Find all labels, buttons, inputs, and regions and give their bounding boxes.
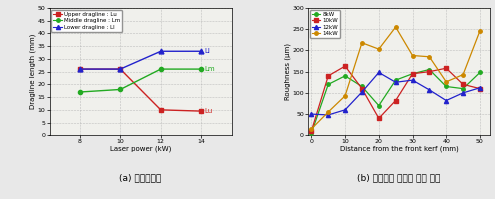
Text: Lu: Lu [204,108,212,114]
Legend: 8kW, 10kW, 12kW, 14kW: 8kW, 10kW, 12kW, 14kW [310,10,341,38]
Text: Ll: Ll [204,48,210,54]
Y-axis label: Dragline length (mm): Dragline length (mm) [30,34,36,109]
Y-axis label: Roughness (μm): Roughness (μm) [284,43,291,100]
X-axis label: Distance from the front kerf (mm): Distance from the front kerf (mm) [340,146,458,152]
Text: Lm: Lm [204,66,215,72]
X-axis label: Laser power (kW): Laser power (kW) [110,146,171,152]
Legend: Upper dragline : Lu, Middle dragline : Lm, Lower dragline : Ll: Upper dragline : Lu, Middle dragline : L… [51,10,122,32]
Text: (a) 드래그라인: (a) 드래그라인 [119,174,162,182]
Text: (b) 전면에서 거리에 따른 조도: (b) 전면에서 거리에 따른 조도 [357,174,441,182]
